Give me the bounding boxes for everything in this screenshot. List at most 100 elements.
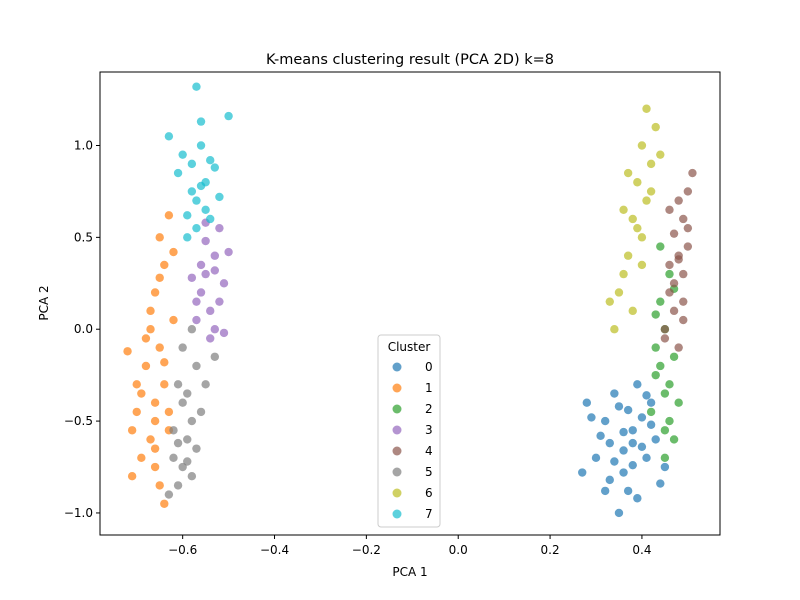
cluster-2-point [674, 398, 683, 407]
cluster-1-point [146, 325, 155, 334]
cluster-4-point [669, 279, 679, 288]
legend-label: 2 [425, 402, 433, 416]
cluster-0-point [633, 380, 642, 389]
cluster-4-point [674, 196, 683, 205]
cluster-1-point [164, 407, 174, 417]
cluster-4-series [660, 168, 697, 352]
legend: Cluster 0 1 2 3 4 5 6 7 [377, 334, 441, 528]
cluster-1-point [141, 361, 151, 371]
cluster-3-point [196, 260, 206, 270]
legend-item-2: 2 [392, 402, 433, 416]
legend-marker [392, 488, 402, 498]
cluster-3-point [201, 236, 210, 246]
cluster-5-point [187, 325, 197, 334]
cluster-1-point [155, 233, 164, 242]
cluster-0-point [619, 446, 628, 455]
x-tick-label: 0.4 [632, 543, 651, 557]
cluster-1-point [127, 472, 137, 481]
cluster-5-point [164, 490, 174, 499]
cluster-1-point [150, 288, 160, 297]
cluster-0-point [596, 431, 605, 440]
cluster-0-point [587, 413, 596, 422]
plot-frame [99, 71, 721, 536]
cluster-6-point [628, 214, 637, 224]
cluster-1-point [146, 435, 155, 444]
x-tick-label: 0.0 [449, 543, 468, 557]
x-axis: −0.6 −0.4 −0.2 0.0 0.2 0.4 [168, 535, 651, 557]
cluster-3-point [215, 223, 224, 233]
legend-label: 6 [425, 486, 433, 500]
points-layer [123, 82, 697, 518]
cluster-7-point [196, 181, 206, 191]
cluster-0-point [591, 453, 601, 463]
cluster-7-point [201, 205, 210, 214]
cluster-7-point [192, 82, 201, 91]
cluster-6-point [619, 269, 628, 279]
cluster-6-point [633, 178, 642, 187]
cluster-0-point [605, 475, 614, 485]
cluster-7-point [206, 155, 215, 165]
legend-label: 5 [425, 465, 433, 479]
cluster-6-point [642, 196, 651, 205]
cluster-3-point [210, 325, 220, 334]
cluster-7-point [192, 223, 201, 233]
cluster-6-point [656, 150, 665, 159]
y-axis-label: PCA 2 [37, 285, 51, 320]
cluster-7-point [187, 187, 197, 196]
legend-box [377, 334, 441, 528]
cluster-1-point [150, 398, 160, 407]
cluster-4-point [660, 334, 670, 343]
legend-label: 0 [425, 360, 433, 374]
cluster-0-point [610, 389, 619, 398]
cluster-4-point [679, 269, 688, 279]
cluster-7-point [187, 159, 197, 169]
cluster-0-point [660, 462, 670, 472]
cluster-0-point [600, 486, 610, 496]
cluster-6-point [633, 223, 642, 233]
cluster-0-point [628, 438, 637, 448]
legend-item-6: 6 [392, 486, 433, 500]
cluster-2-point [669, 352, 679, 361]
cluster-7-series [164, 82, 233, 242]
y-tick-label: 0.0 [74, 322, 93, 336]
cluster-4-point [679, 315, 688, 325]
cluster-1-point [150, 416, 160, 426]
y-tick-label: −1.0 [64, 506, 93, 520]
x-axis-label: PCA 1 [392, 565, 427, 579]
cluster-1-point [169, 315, 178, 325]
cluster-6-point [623, 251, 633, 260]
cluster-5-point [196, 407, 206, 417]
cluster-6-point [610, 325, 619, 334]
cluster-0-point [578, 468, 587, 477]
cluster-1-point [137, 389, 146, 398]
x-tick-label: −0.2 [352, 543, 381, 557]
cluster-5-point [178, 398, 187, 407]
legend-label: 1 [425, 381, 433, 395]
cluster-1-point [123, 347, 132, 356]
x-tick-label: −0.4 [260, 543, 289, 557]
cluster-0-point [614, 508, 624, 518]
cluster-5-point [201, 380, 210, 389]
cluster-0-point [623, 486, 633, 496]
cluster-3-point [219, 279, 229, 288]
cluster-6-point [637, 141, 647, 150]
cluster-0-point [642, 391, 651, 400]
cluster-4-point [688, 168, 697, 178]
cluster-7-point [196, 141, 206, 150]
cluster-0-point [605, 438, 614, 448]
cluster-7-point [192, 196, 201, 205]
cluster-3-point [192, 297, 201, 306]
cluster-1-point [127, 426, 137, 435]
legend-item-5: 5 [392, 465, 433, 479]
cluster-2-point [665, 269, 674, 279]
cluster-1-point [155, 273, 164, 282]
cluster-3-point [210, 251, 220, 260]
cluster-2-point [656, 242, 665, 251]
y-tick-label: 0.5 [74, 230, 93, 244]
cluster-7-point [164, 132, 174, 141]
cluster-0-point [633, 494, 642, 503]
cluster-0-point [614, 402, 624, 411]
cluster-1-point [150, 462, 160, 472]
cluster-6-series [605, 104, 665, 334]
legend-marker [392, 425, 402, 435]
